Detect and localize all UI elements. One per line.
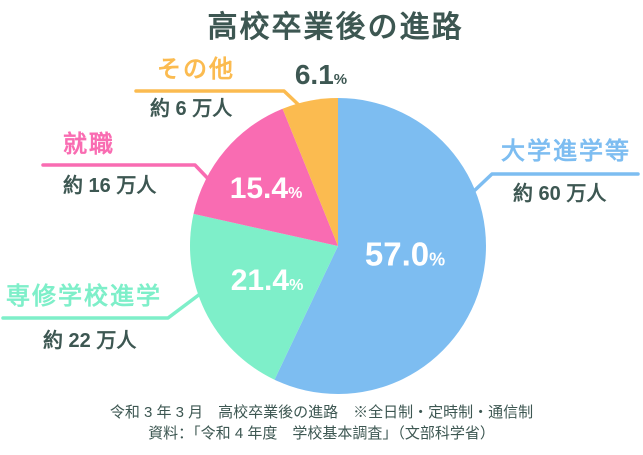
pie-value-number: 6.1 [294, 59, 334, 90]
caption-line-1: 令和 3 年 3 月 高校卒業後の進路 ※全日制・定時制・通信制 [109, 404, 534, 421]
callout-line-other [134, 89, 305, 111]
pie-value-label-university: 57.0% [365, 238, 445, 271]
pie-value-number: 21.4 [230, 264, 290, 297]
slice-label-employment: 就職 [63, 131, 115, 158]
caption-line-2: 資料：「令和 4 年度 学校基本調査」（文部科学省） [148, 425, 495, 442]
callout-line-employment [41, 163, 218, 189]
pie-value-number: 57.0 [364, 235, 430, 273]
percent-unit: % [289, 277, 304, 294]
pie-slice-1 [189, 213, 338, 380]
slice-label-other: その他 [157, 56, 235, 83]
pie-slice-3 [282, 98, 338, 246]
slice-count-university: 約 60 万人 [513, 183, 607, 205]
slice-count-employment: 約 16 万人 [63, 175, 157, 197]
slice-count-other: 約 6 万人 [150, 98, 233, 120]
slice-count-vocational: 約 22 万人 [43, 330, 137, 352]
slice-label-vocational: 専修学校進学 [6, 283, 162, 310]
pie-slice-0 [274, 98, 486, 394]
pie-value-label-employment: 15.4% [230, 174, 303, 204]
source-caption: 令和 3 年 3 月 高校卒業後の進路 ※全日制・定時制・通信制 資料：「令和 … [0, 402, 643, 444]
percent-unit: % [429, 249, 446, 270]
pie-slice-2 [193, 108, 338, 246]
pie-value-label-other: 6.1% [295, 61, 347, 89]
pie-value-label-vocational: 21.4% [231, 266, 304, 296]
pie-value-number: 15.4 [229, 172, 289, 205]
callout-line-vocational [1, 289, 206, 320]
page-title: 高校卒業後の進路 [207, 11, 464, 44]
slice-label-university: 大学進学等 [501, 138, 631, 165]
percent-unit: % [288, 185, 303, 202]
callout-line-university [472, 172, 640, 193]
percent-unit: % [333, 71, 348, 88]
pie-wedges [189, 98, 486, 394]
